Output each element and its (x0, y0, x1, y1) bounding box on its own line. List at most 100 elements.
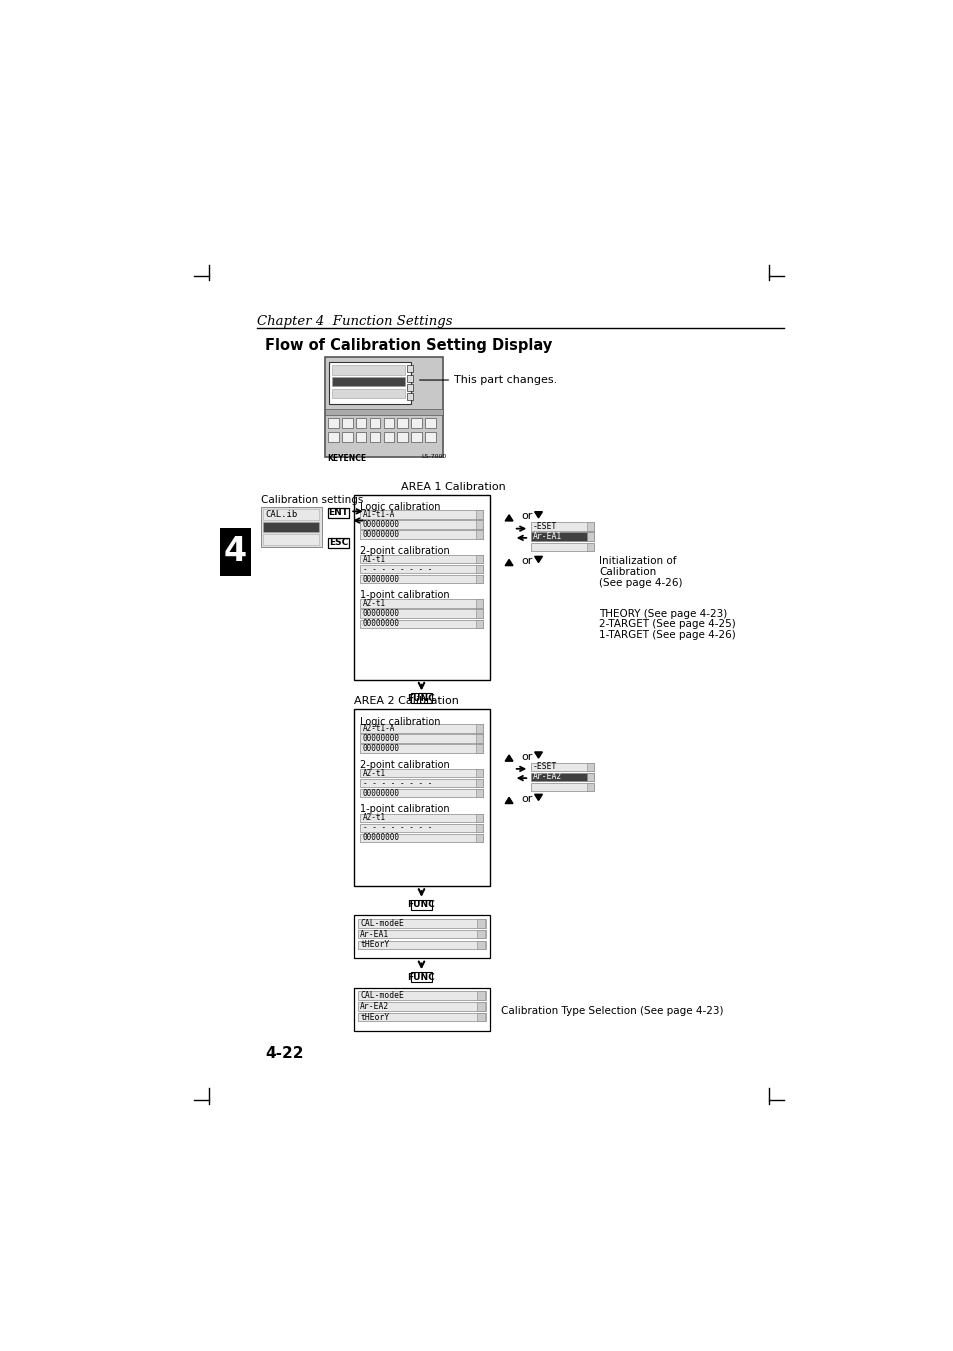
FancyBboxPatch shape (476, 565, 482, 573)
Text: A2-t1: A2-t1 (362, 769, 385, 778)
FancyBboxPatch shape (530, 763, 594, 771)
FancyBboxPatch shape (476, 769, 482, 777)
Text: Calibration Type Selection (See page 4-23): Calibration Type Selection (See page 4-2… (500, 1005, 723, 1016)
FancyBboxPatch shape (354, 988, 489, 1031)
FancyBboxPatch shape (476, 734, 482, 743)
Text: This part changes.: This part changes. (419, 376, 557, 385)
FancyBboxPatch shape (586, 523, 593, 531)
FancyBboxPatch shape (360, 511, 483, 519)
FancyBboxPatch shape (406, 393, 413, 400)
FancyBboxPatch shape (324, 357, 443, 457)
FancyBboxPatch shape (263, 509, 319, 520)
FancyBboxPatch shape (476, 1002, 484, 1011)
Text: Calibration settings: Calibration settings (261, 494, 363, 505)
Text: or: or (521, 557, 533, 566)
FancyBboxPatch shape (357, 1002, 485, 1011)
FancyBboxPatch shape (425, 417, 436, 428)
Text: 2-point calibration: 2-point calibration (360, 546, 450, 555)
Text: A1-t1: A1-t1 (362, 554, 385, 563)
FancyBboxPatch shape (476, 555, 482, 563)
FancyBboxPatch shape (360, 744, 483, 753)
FancyBboxPatch shape (406, 384, 413, 390)
Text: -ESET: -ESET (533, 523, 557, 531)
FancyBboxPatch shape (476, 520, 482, 528)
FancyBboxPatch shape (360, 600, 483, 608)
FancyBboxPatch shape (383, 431, 394, 442)
FancyBboxPatch shape (476, 834, 482, 842)
FancyBboxPatch shape (329, 362, 410, 404)
FancyBboxPatch shape (476, 1013, 484, 1021)
Text: THEORY (See page 4-23): THEORY (See page 4-23) (598, 609, 726, 619)
FancyBboxPatch shape (357, 929, 485, 939)
FancyBboxPatch shape (360, 824, 483, 832)
FancyBboxPatch shape (476, 940, 484, 948)
FancyBboxPatch shape (411, 417, 422, 428)
FancyBboxPatch shape (406, 365, 413, 373)
Text: Logic calibration: Logic calibration (360, 503, 440, 512)
Text: Ar-EA1: Ar-EA1 (533, 532, 561, 542)
FancyBboxPatch shape (328, 431, 338, 442)
FancyBboxPatch shape (476, 744, 482, 753)
FancyBboxPatch shape (360, 734, 483, 743)
FancyBboxPatch shape (530, 523, 594, 531)
Text: Chapter 4  Function Settings: Chapter 4 Function Settings (257, 315, 453, 327)
FancyBboxPatch shape (476, 724, 482, 732)
FancyBboxPatch shape (530, 543, 594, 551)
FancyBboxPatch shape (332, 389, 405, 397)
FancyBboxPatch shape (357, 1013, 485, 1021)
FancyBboxPatch shape (360, 620, 483, 628)
Text: AREA 2 Calibration: AREA 2 Calibration (354, 696, 458, 705)
FancyBboxPatch shape (360, 530, 483, 539)
Polygon shape (505, 755, 513, 761)
Text: A2-t1: A2-t1 (362, 813, 385, 823)
Text: 00000000: 00000000 (362, 834, 399, 842)
FancyBboxPatch shape (410, 900, 432, 909)
Text: Calibration: Calibration (598, 567, 656, 577)
FancyBboxPatch shape (354, 494, 489, 680)
FancyBboxPatch shape (530, 782, 594, 792)
Text: AREA 1 Calibration: AREA 1 Calibration (400, 482, 505, 492)
Text: Logic calibration: Logic calibration (360, 716, 440, 727)
FancyBboxPatch shape (341, 431, 353, 442)
FancyBboxPatch shape (397, 417, 408, 428)
Text: 2-TARGET (See page 4-25): 2-TARGET (See page 4-25) (598, 620, 735, 630)
FancyBboxPatch shape (476, 600, 482, 608)
Text: CAL-modeE: CAL-modeE (360, 992, 404, 1000)
Text: CAL-modeE: CAL-modeE (360, 919, 404, 928)
Text: A2-t1: A2-t1 (362, 600, 385, 608)
FancyBboxPatch shape (360, 724, 483, 732)
Text: LS-7000: LS-7000 (421, 454, 446, 459)
Text: -ESET: -ESET (533, 762, 557, 771)
FancyBboxPatch shape (476, 530, 482, 539)
Text: CAL.ib: CAL.ib (266, 511, 297, 519)
FancyBboxPatch shape (411, 431, 422, 442)
Text: or: or (521, 794, 533, 804)
Text: 4: 4 (224, 535, 247, 569)
FancyBboxPatch shape (476, 992, 484, 1000)
FancyBboxPatch shape (476, 813, 482, 821)
Text: Flow of Calibration Setting Display: Flow of Calibration Setting Display (265, 338, 552, 353)
Text: A2-t1-A: A2-t1-A (362, 724, 395, 734)
Text: tHEorY: tHEorY (360, 1013, 389, 1021)
FancyBboxPatch shape (328, 417, 338, 428)
FancyBboxPatch shape (332, 365, 405, 374)
FancyBboxPatch shape (530, 773, 594, 781)
FancyBboxPatch shape (354, 915, 489, 958)
Text: or: or (521, 511, 533, 521)
FancyBboxPatch shape (476, 620, 482, 628)
Polygon shape (505, 797, 513, 804)
Text: (See page 4-26): (See page 4-26) (598, 578, 681, 588)
FancyBboxPatch shape (360, 520, 483, 528)
FancyBboxPatch shape (354, 709, 489, 886)
Text: KEYENCE: KEYENCE (327, 454, 366, 463)
FancyBboxPatch shape (369, 417, 380, 428)
Text: - - - - - - - -: - - - - - - - - (362, 823, 432, 832)
FancyBboxPatch shape (476, 929, 484, 939)
FancyBboxPatch shape (476, 609, 482, 617)
FancyBboxPatch shape (263, 534, 319, 544)
FancyBboxPatch shape (360, 780, 483, 788)
Polygon shape (534, 557, 542, 562)
Text: FUNC: FUNC (407, 694, 435, 703)
Text: 2-point calibration: 2-point calibration (360, 759, 450, 770)
FancyBboxPatch shape (360, 834, 483, 842)
